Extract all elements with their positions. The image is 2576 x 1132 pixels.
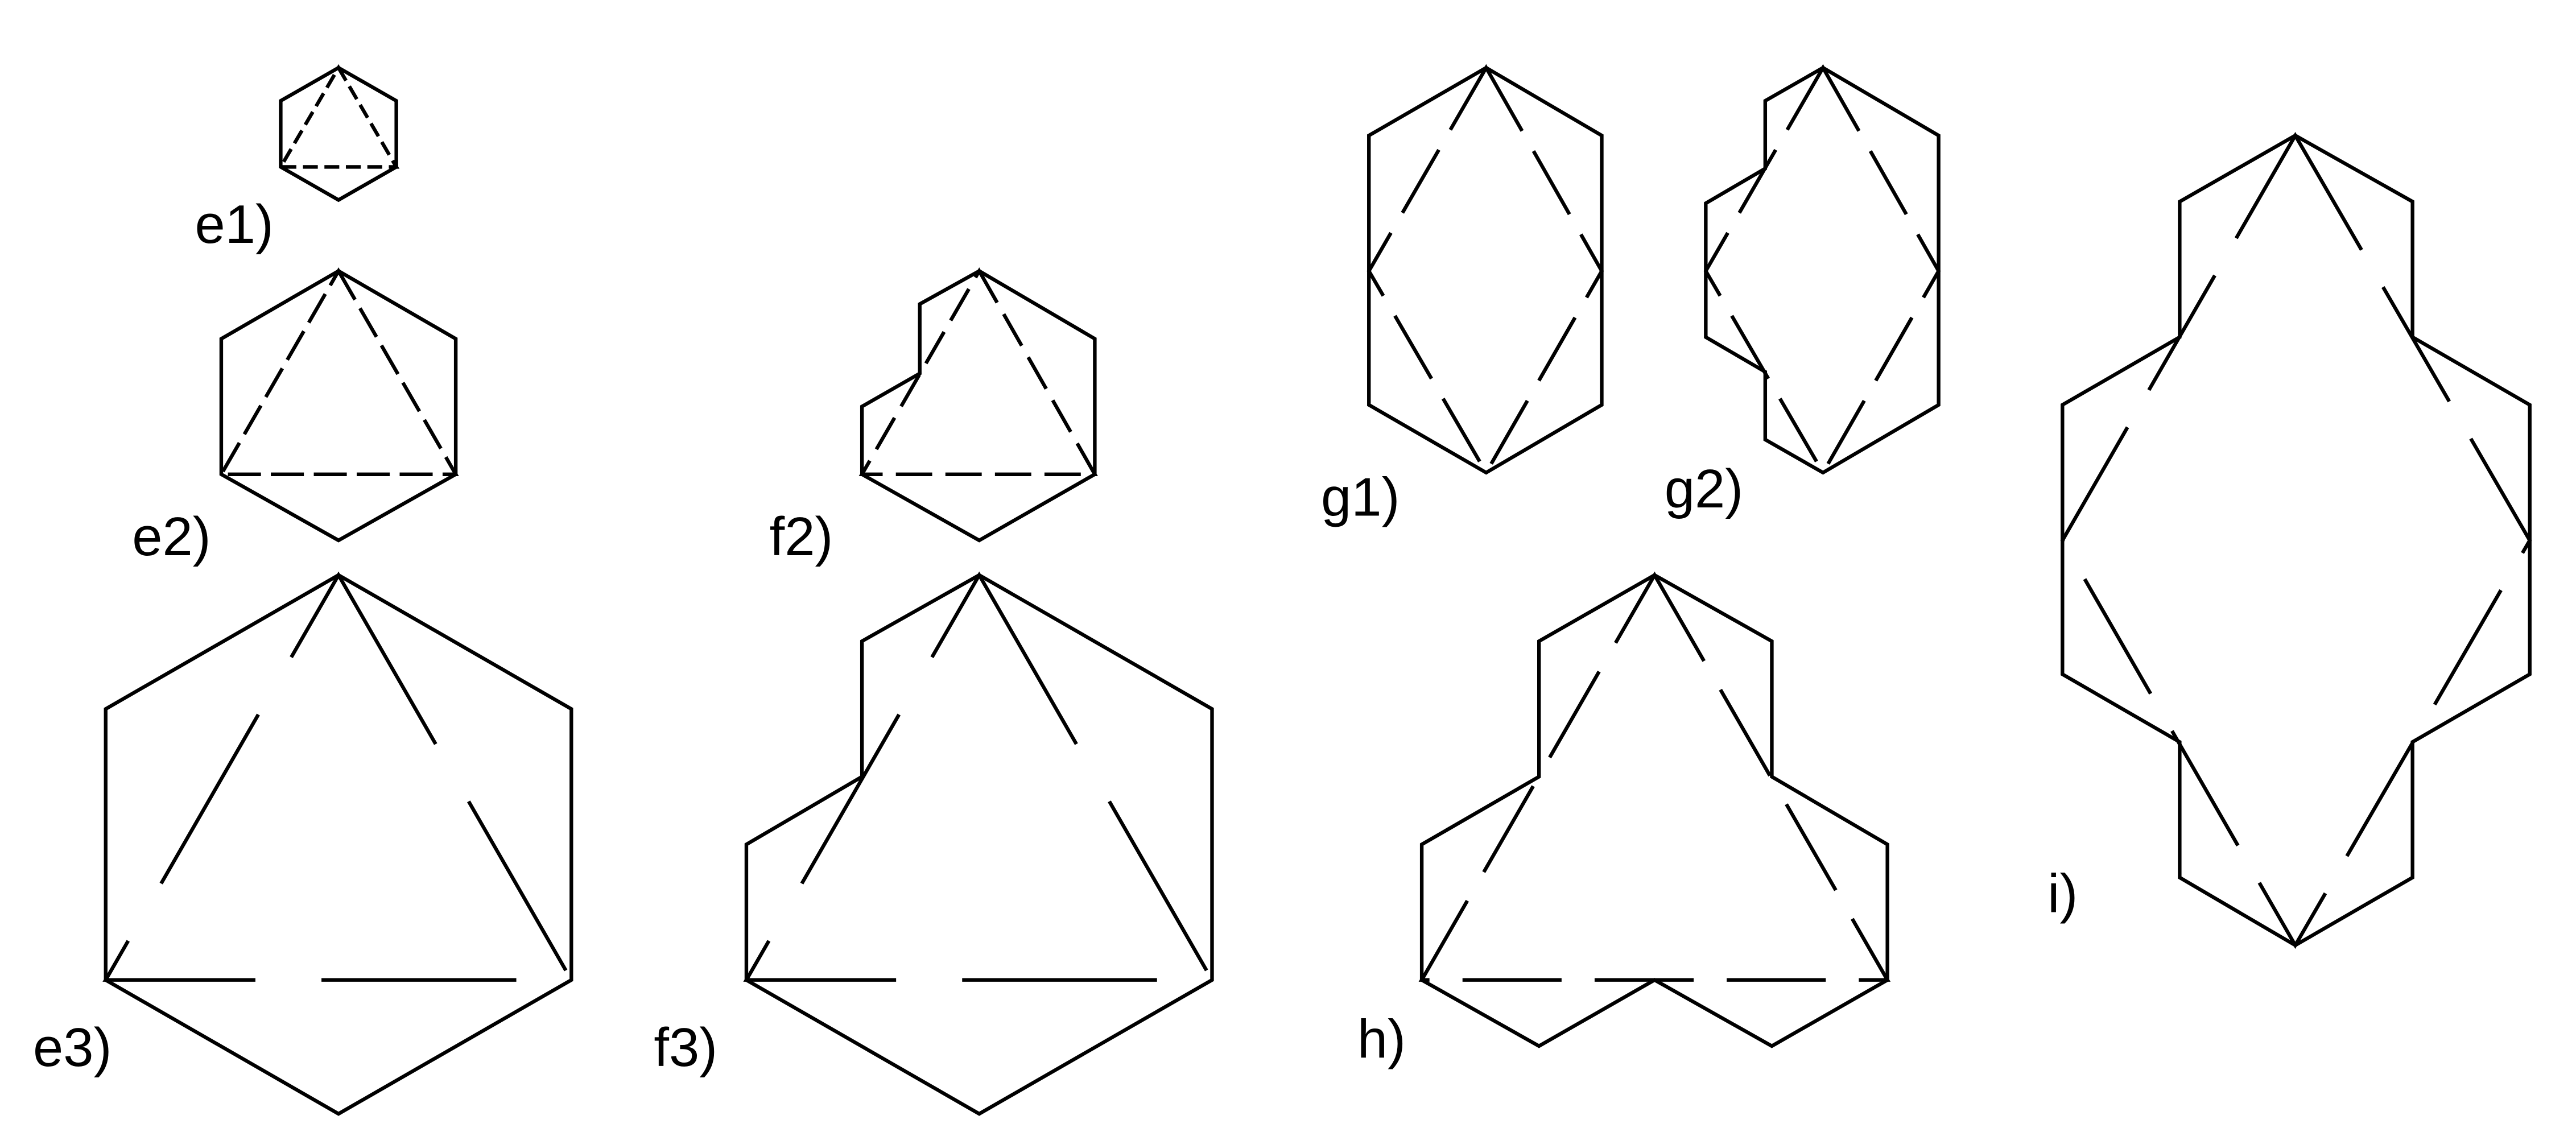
h-outline bbox=[1419, 573, 1889, 1048]
label-e2: e2) bbox=[132, 506, 210, 567]
h-dashed-triangle bbox=[1418, 571, 1891, 982]
e2-dashed-triangle bbox=[218, 267, 459, 476]
f2-outline bbox=[860, 268, 1097, 543]
i-outline bbox=[2061, 133, 2532, 948]
label-i: i) bbox=[2047, 864, 2078, 924]
g2-dashed-rhombus bbox=[1703, 64, 1941, 477]
label-f3: f3) bbox=[654, 1017, 717, 1078]
e2-hexagon-outline bbox=[219, 268, 458, 543]
e3-hexagon-outline bbox=[104, 573, 573, 1116]
shape-e2: e2) bbox=[132, 267, 459, 567]
f3-dashed-triangle bbox=[743, 571, 1216, 982]
e1-hexagon-outline bbox=[279, 65, 398, 203]
label-g2: g2) bbox=[1665, 458, 1743, 519]
label-e3: e3) bbox=[33, 1017, 112, 1078]
shape-f2: f2) bbox=[770, 267, 1098, 567]
label-g1: g1) bbox=[1321, 466, 1400, 527]
g1-outline bbox=[1367, 65, 1604, 475]
label-h: h) bbox=[1357, 1009, 1406, 1069]
shape-e1: e1) bbox=[195, 64, 400, 255]
shape-h: h) bbox=[1357, 571, 1891, 1069]
f2-dashed-triangle bbox=[858, 267, 1098, 476]
e1-dashed-triangle bbox=[277, 64, 400, 169]
shape-e3: e3) bbox=[33, 571, 575, 1116]
shape-f3: f3) bbox=[654, 571, 1216, 1116]
g1-dashed-rhombus bbox=[1367, 64, 1604, 477]
label-f2: f2) bbox=[770, 506, 833, 567]
shape-g1: g1) bbox=[1321, 64, 1604, 527]
e3-dashed-triangle bbox=[102, 571, 575, 982]
g2-outline bbox=[1704, 65, 1941, 475]
shape-i: i) bbox=[2047, 131, 2532, 949]
i-dashed-rhombus bbox=[2060, 131, 2532, 949]
label-e1: e1) bbox=[195, 194, 274, 255]
f3-outline bbox=[744, 573, 1214, 1116]
shape-g2: g2) bbox=[1665, 64, 1941, 519]
